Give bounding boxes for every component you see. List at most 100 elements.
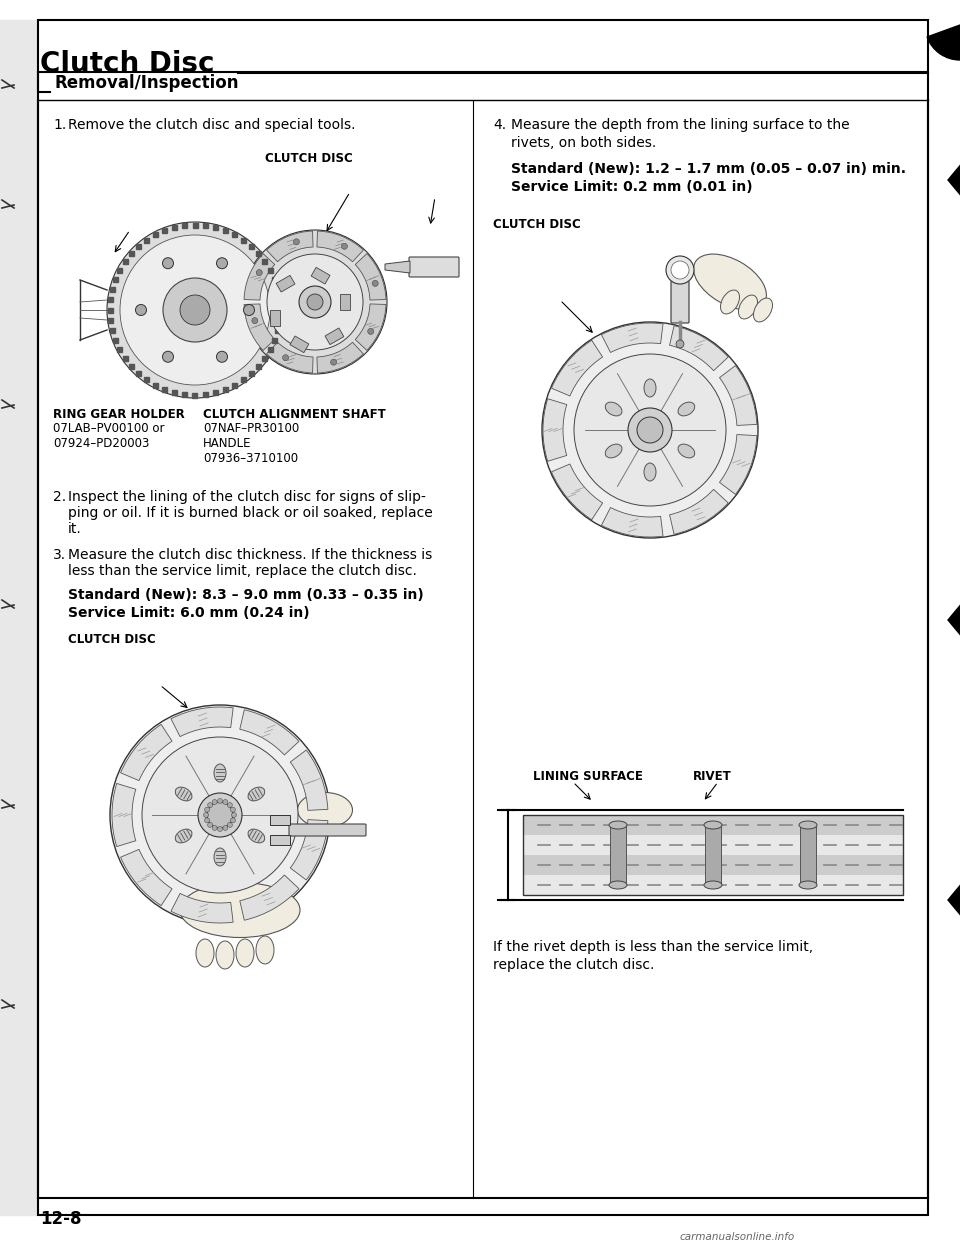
Ellipse shape xyxy=(704,881,722,889)
Bar xyxy=(193,222,198,227)
Circle shape xyxy=(218,799,223,804)
Bar xyxy=(272,338,277,343)
Circle shape xyxy=(231,812,236,817)
Circle shape xyxy=(207,822,212,827)
Text: Removal/Inspection: Removal/Inspection xyxy=(54,75,238,92)
Ellipse shape xyxy=(256,936,274,964)
Ellipse shape xyxy=(721,291,739,314)
Text: 2.: 2. xyxy=(53,491,66,504)
Bar xyxy=(249,371,253,376)
Ellipse shape xyxy=(644,379,656,397)
Circle shape xyxy=(204,807,209,812)
Bar xyxy=(610,825,626,886)
Ellipse shape xyxy=(236,939,254,968)
Text: CLUTCH DISC: CLUTCH DISC xyxy=(68,633,156,646)
Bar xyxy=(340,294,350,310)
Circle shape xyxy=(330,359,337,365)
Bar xyxy=(272,277,277,282)
Circle shape xyxy=(212,800,217,805)
Ellipse shape xyxy=(644,463,656,481)
FancyBboxPatch shape xyxy=(671,281,689,323)
Circle shape xyxy=(267,255,363,350)
Circle shape xyxy=(163,278,227,342)
Text: CLUTCH DISC: CLUTCH DISC xyxy=(493,219,581,231)
Wedge shape xyxy=(543,399,566,461)
Bar xyxy=(203,392,207,397)
Bar xyxy=(270,310,280,325)
Bar xyxy=(162,229,167,233)
Bar xyxy=(182,392,187,397)
Wedge shape xyxy=(290,820,328,881)
Wedge shape xyxy=(551,340,603,396)
Wedge shape xyxy=(112,784,136,847)
Circle shape xyxy=(230,807,235,812)
Ellipse shape xyxy=(693,255,766,310)
Polygon shape xyxy=(385,261,410,273)
FancyBboxPatch shape xyxy=(289,823,366,836)
Text: 3.: 3. xyxy=(53,548,66,561)
Ellipse shape xyxy=(605,402,622,416)
Circle shape xyxy=(228,802,232,807)
Circle shape xyxy=(307,294,323,310)
Circle shape xyxy=(282,355,289,360)
Wedge shape xyxy=(719,365,756,426)
Bar xyxy=(213,390,218,395)
Circle shape xyxy=(666,256,694,284)
Circle shape xyxy=(671,261,689,279)
Text: Inspect the lining of the clutch disc for signs of slip-
ping or oil. If it is b: Inspect the lining of the clutch disc fo… xyxy=(68,491,433,537)
Circle shape xyxy=(217,258,228,268)
Bar xyxy=(241,237,246,242)
Polygon shape xyxy=(948,602,960,638)
Text: Clutch Disc: Clutch Disc xyxy=(40,50,214,78)
Text: CLUTCH DISC: CLUTCH DISC xyxy=(265,152,352,165)
Bar xyxy=(262,260,268,265)
Text: Measure the clutch disc thickness. If the thickness is
less than the service lim: Measure the clutch disc thickness. If th… xyxy=(68,548,432,579)
Bar xyxy=(523,854,903,876)
Text: 1.: 1. xyxy=(53,118,66,132)
Bar xyxy=(172,225,178,230)
Wedge shape xyxy=(244,304,275,350)
Bar xyxy=(110,328,115,333)
Circle shape xyxy=(212,826,217,831)
FancyBboxPatch shape xyxy=(409,257,459,277)
Circle shape xyxy=(574,354,726,505)
Circle shape xyxy=(110,705,330,925)
Bar xyxy=(108,318,113,323)
Ellipse shape xyxy=(176,787,192,801)
Text: Service Limit: 6.0 mm (0.24 in): Service Limit: 6.0 mm (0.24 in) xyxy=(68,606,310,620)
Wedge shape xyxy=(121,724,172,781)
Wedge shape xyxy=(355,304,386,350)
Bar xyxy=(113,277,118,282)
Ellipse shape xyxy=(176,830,192,843)
Bar xyxy=(123,355,128,360)
Circle shape xyxy=(542,322,758,538)
Bar xyxy=(129,364,133,369)
Ellipse shape xyxy=(799,821,817,828)
Wedge shape xyxy=(121,850,172,905)
Bar xyxy=(117,268,122,273)
Circle shape xyxy=(368,328,373,334)
Text: carmanualsonline.info: carmanualsonline.info xyxy=(680,1232,795,1242)
Circle shape xyxy=(107,222,283,397)
Bar xyxy=(232,232,237,237)
Text: RIVET: RIVET xyxy=(693,770,732,782)
Circle shape xyxy=(198,792,242,837)
Text: 07NAF–PR30100
HANDLE
07936–3710100: 07NAF–PR30100 HANDLE 07936–3710100 xyxy=(203,422,300,465)
Circle shape xyxy=(342,243,348,250)
Bar xyxy=(153,232,158,237)
Bar xyxy=(223,388,228,392)
Bar xyxy=(213,225,218,230)
Bar xyxy=(325,328,344,344)
Polygon shape xyxy=(948,161,960,197)
Bar xyxy=(705,825,721,886)
Bar xyxy=(256,251,261,256)
Ellipse shape xyxy=(248,787,265,801)
Ellipse shape xyxy=(216,941,234,969)
Circle shape xyxy=(135,304,147,315)
Ellipse shape xyxy=(214,848,226,866)
Bar xyxy=(162,388,167,392)
Circle shape xyxy=(207,802,233,828)
Bar xyxy=(290,337,309,353)
Bar xyxy=(523,835,903,854)
Bar xyxy=(193,392,198,397)
